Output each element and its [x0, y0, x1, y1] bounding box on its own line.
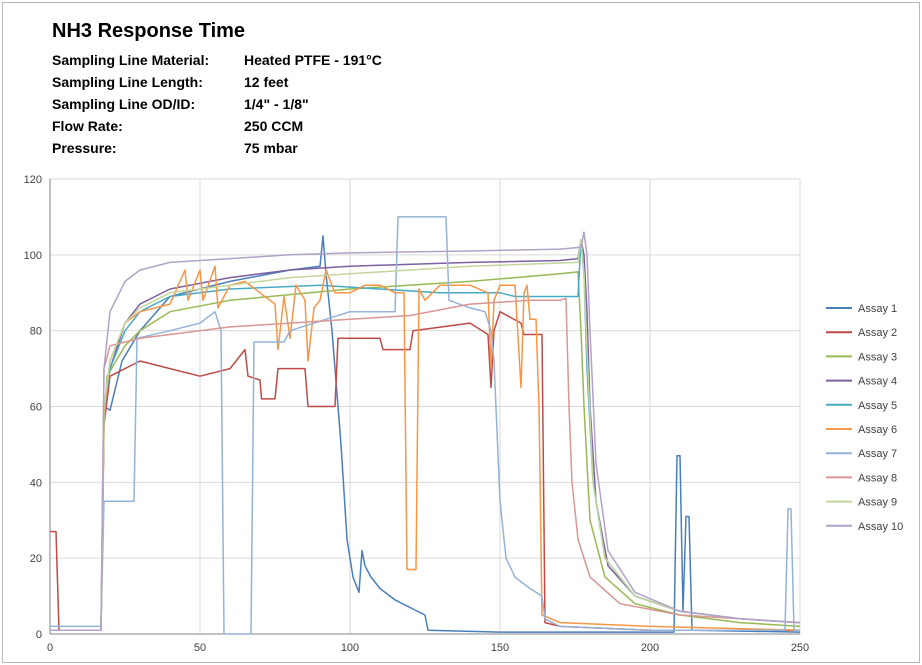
x-tick-label: 250	[791, 642, 809, 654]
series-line-assay-7	[50, 216, 800, 635]
y-tick-label: 100	[24, 250, 42, 262]
series-line-assay-10	[50, 231, 801, 631]
info-row-length: Sampling Line Length: 12 feet	[52, 74, 288, 90]
y-tick-label: 60	[30, 402, 42, 414]
info-value: 12 feet	[244, 74, 289, 90]
info-label: Sampling Line Material:	[52, 52, 210, 68]
info-value: 1/4" - 1/8"	[244, 96, 309, 112]
x-tick-label: 200	[641, 642, 659, 654]
legend-label: Assay 9	[858, 497, 897, 509]
info-value: 250 CCM	[244, 118, 304, 134]
series-line-assay-2	[50, 310, 800, 631]
info-label: Sampling Line Length:	[52, 74, 203, 90]
series-line-assay-4	[50, 238, 801, 631]
x-tick-label: 150	[491, 642, 509, 654]
chart-title: NH3 Response Time	[52, 20, 246, 42]
info-label: Sampling Line OD/ID:	[52, 96, 196, 112]
y-tick-label: 20	[30, 553, 42, 565]
info-label: Pressure:	[52, 140, 117, 156]
legend-label: Assay 4	[858, 376, 897, 388]
x-tick-label: 50	[194, 642, 206, 654]
legend-label: Assay 8	[858, 472, 897, 484]
legend-label: Assay 10	[858, 521, 903, 533]
info-row-flow: Flow Rate: 250 CCM	[52, 118, 303, 134]
legend-label: Assay 7	[858, 448, 897, 460]
info-row-pressure: Pressure: 75 mbar	[52, 140, 298, 156]
info-value: 75 mbar	[244, 140, 298, 156]
info-row-material: Sampling Line Material: Heated PTFE - 191…	[52, 52, 382, 68]
x-tick-label: 0	[47, 642, 53, 654]
y-tick-label: 80	[30, 326, 42, 338]
series-line-assay-8	[50, 297, 801, 631]
y-tick-label: 40	[30, 477, 42, 489]
series-line-assay-5	[50, 238, 801, 631]
x-tick-label: 100	[341, 642, 359, 654]
y-tick-label: 120	[24, 174, 42, 186]
y-tick-label: 0	[36, 629, 42, 641]
series-line-assay-1	[50, 235, 801, 633]
info-row-odid: Sampling Line OD/ID: 1/4" - 1/8"	[52, 96, 309, 112]
legend-label: Assay 6	[858, 424, 897, 436]
series-line-assay-9	[50, 238, 801, 631]
legend-label: Assay 3	[858, 351, 897, 363]
info-label: Flow Rate:	[52, 118, 123, 134]
legend-label: Assay 5	[858, 400, 897, 412]
legend-label: Assay 1	[858, 303, 897, 315]
series-line-assay-3	[50, 271, 801, 631]
legend-label: Assay 2	[858, 327, 897, 339]
info-value: Heated PTFE - 191°C	[244, 52, 382, 68]
series-line-assay-6	[50, 265, 801, 631]
